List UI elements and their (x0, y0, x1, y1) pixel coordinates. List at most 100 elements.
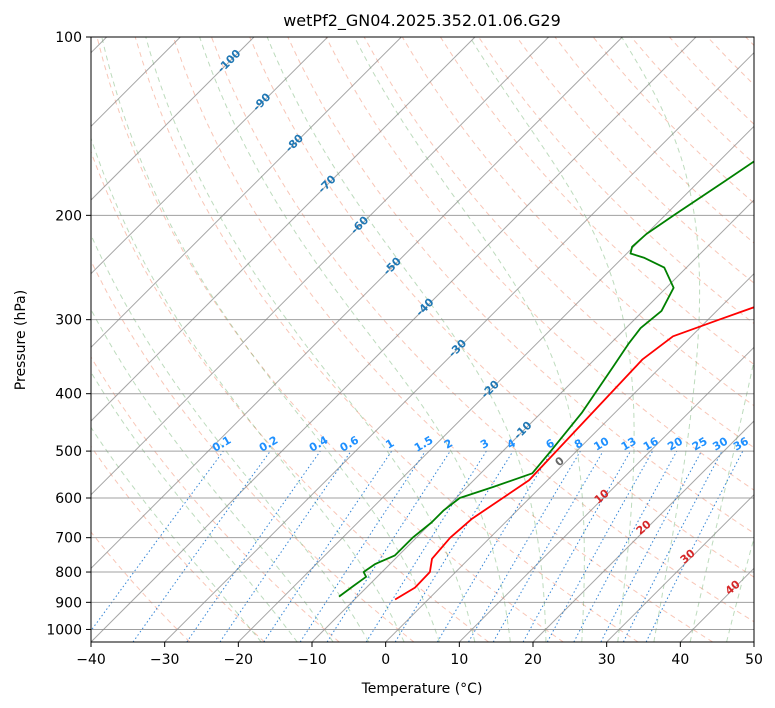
moist-adiabat (91, 136, 405, 642)
mixing-ratio-line (263, 450, 393, 642)
isotherm (532, 420, 754, 642)
moist-adiabat-label: 20 (634, 517, 654, 537)
dry-adiabat (478, 37, 754, 325)
y-tick-label: 1000 (46, 622, 82, 638)
mixing-ratio-line (326, 450, 451, 642)
moist-adiabat (726, 536, 754, 642)
y-tick-label: 900 (55, 595, 82, 611)
mixing-ratio-line (522, 450, 631, 642)
dry-adiabat (211, 37, 754, 623)
moist-adiabat (91, 371, 298, 642)
dry-adiabat (96, 37, 564, 642)
moist-adiabat-label: 10 (592, 486, 612, 506)
mixing-ratio-line (573, 450, 678, 642)
isotherm (164, 51, 754, 642)
mixing-ratio-label: 3 (478, 437, 491, 452)
isotherm (91, 37, 476, 422)
x-tick-label: 10 (450, 652, 468, 668)
moist-adiabat (266, 37, 547, 642)
isotherm (91, 37, 402, 349)
isotherm (91, 37, 623, 570)
y-tick-label: 700 (55, 531, 82, 547)
moist-adiabat (91, 308, 334, 642)
dry-adiabat (554, 37, 754, 244)
y-axis-label: Pressure (hPa) (13, 290, 29, 390)
mixing-ratio-line (645, 450, 744, 642)
y-tick-label: 600 (55, 491, 82, 507)
x-tick-label: 50 (745, 652, 763, 668)
isotherm (237, 125, 754, 642)
x-axis: −40 −30 −20 −10 0 10 20 30 40 50 (76, 642, 763, 668)
dry-adiabat (707, 37, 754, 86)
isotherm (311, 199, 754, 642)
x-tick-label: 0 (381, 652, 390, 668)
isotherm (679, 567, 754, 642)
dry-adiabat (91, 445, 265, 642)
mixing-ratio-line (299, 450, 426, 642)
y-tick-label: 800 (55, 565, 82, 581)
chart-title: wetPf2_GN04.2025.352.01.06.G29 (283, 11, 561, 31)
x-tick-label: −20 (224, 652, 254, 668)
moist-adiabat (354, 37, 585, 642)
mixing-ratio-line (436, 450, 553, 642)
dry-adiabat (516, 37, 754, 284)
y-tick-label: 400 (55, 387, 82, 403)
mixing-ratio-line (91, 450, 224, 632)
mixing-ratio-label: 6 (544, 436, 557, 451)
mixing-ratio-line (546, 450, 654, 642)
isotherm (606, 493, 754, 642)
moist-adiabat (145, 37, 476, 642)
moist-adiabat (101, 37, 440, 642)
y-tick-label: 500 (55, 444, 82, 460)
y-tick-label: 100 (55, 30, 82, 46)
isotherm (91, 37, 550, 496)
dry-adiabat (172, 37, 713, 642)
x-tick-label: −40 (76, 652, 106, 668)
moist-adiabat-label: 30 (678, 546, 698, 566)
moist-adiabat (689, 358, 754, 642)
dry-adiabat (249, 37, 754, 578)
temperature-line (394, 306, 754, 601)
mixing-ratio-label: 2 (442, 437, 455, 452)
isotherm (458, 346, 754, 642)
mixing-ratio-line (365, 450, 487, 642)
mixing-ratio-line (132, 450, 271, 642)
mixing-ratio-line (394, 450, 514, 642)
moist-adiabat (91, 426, 262, 642)
dry-adiabat (439, 37, 754, 366)
moist-adiabat-label: 0 (553, 454, 567, 469)
mixing-ratio-line (186, 450, 321, 642)
x-tick-label: 30 (598, 652, 616, 668)
dry-adiabat (91, 259, 415, 642)
x-tick-label: −30 (150, 652, 180, 668)
dry-adiabat (630, 37, 754, 165)
x-tick-label: −10 (297, 652, 327, 668)
isotherm (753, 641, 754, 642)
isotherm (91, 37, 329, 275)
dry-adiabat (134, 37, 639, 642)
dewpoint-line (338, 160, 754, 598)
x-tick-label: 40 (671, 652, 689, 668)
mixing-ratio-line (600, 450, 702, 642)
y-axis: 100 200 300 400 500 600 700 800 900 1000 (46, 30, 91, 638)
isotherm (91, 37, 255, 201)
x-tick-label: 20 (524, 652, 542, 668)
x-axis-label: Temperature (°C) (361, 681, 483, 697)
y-tick-label: 300 (55, 313, 82, 329)
isotherm (91, 37, 697, 642)
isotherm (385, 272, 754, 642)
dry-adiabat (91, 356, 340, 642)
moist-adiabat (469, 37, 635, 642)
dry-adiabat (401, 37, 754, 407)
y-tick-label: 200 (55, 208, 82, 224)
plot-frame (90, 36, 755, 643)
moist-adiabat-label: 40 (723, 577, 743, 597)
mixing-ratio-line (219, 450, 352, 642)
pressure-gridlines (91, 37, 754, 630)
dry-adiabat (91, 150, 489, 642)
background-lines (91, 37, 754, 642)
dry-adiabat (363, 37, 754, 449)
moist-adiabat (91, 233, 370, 642)
dry-adiabat (91, 531, 191, 642)
